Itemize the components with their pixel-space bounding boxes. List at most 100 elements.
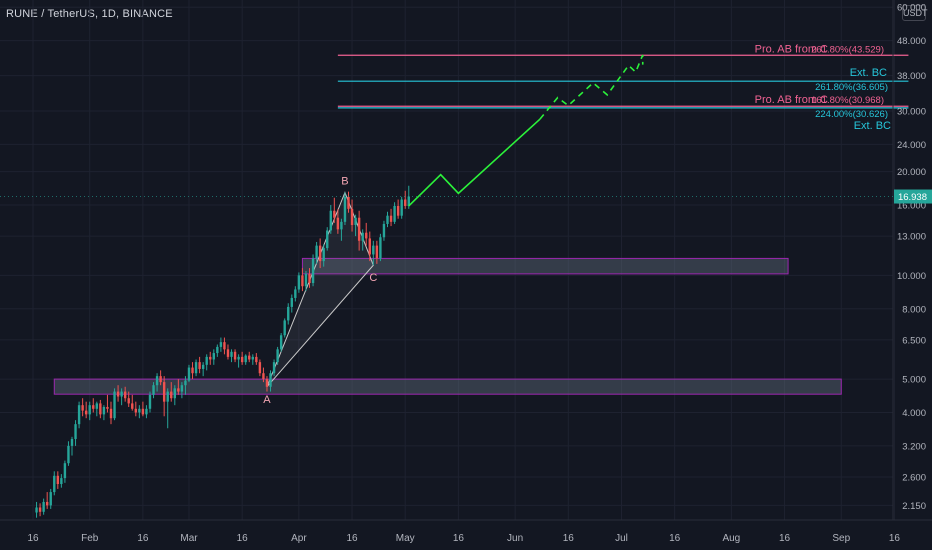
- candle-body: [92, 405, 95, 409]
- candle-body: [77, 405, 81, 425]
- price-tick-label: 60.000: [897, 3, 926, 14]
- time-tick-label: 16: [27, 533, 39, 544]
- candle-body: [340, 221, 343, 230]
- time-tick-label: Feb: [81, 533, 99, 544]
- last-price-badge: [894, 189, 932, 204]
- price-tick-label: 2.150: [902, 501, 926, 512]
- candle-body: [240, 356, 244, 363]
- candle-body: [233, 351, 237, 360]
- candle-body: [166, 391, 169, 402]
- time-tick-label: 16: [779, 533, 791, 544]
- candle-body: [379, 237, 382, 259]
- time-axis[interactable]: 16 Feb 16 Mar 16 Apr 16 May 16 Jun 16 Jul 16 Aug 16 Sep…: [0, 519, 932, 544]
- candle-body: [148, 394, 152, 409]
- candle-body: [361, 232, 364, 241]
- candle-body: [315, 245, 318, 259]
- candle-body: [134, 408, 138, 413]
- candle-body: [269, 373, 272, 387]
- time-tick-label: May: [396, 533, 415, 544]
- candle-body: [138, 408, 141, 413]
- candle-body: [177, 388, 180, 392]
- candle-body: [70, 439, 74, 446]
- candle-body: [56, 475, 60, 485]
- candle-body: [102, 406, 106, 415]
- candle-body: [258, 362, 262, 374]
- pattern-point-label: B: [341, 175, 348, 187]
- candle-body: [396, 205, 400, 216]
- projection-solid-line: [408, 118, 541, 207]
- candle-body: [237, 356, 240, 360]
- candle-body: [354, 217, 357, 226]
- projection-path: [408, 54, 644, 207]
- support-zones: [53, 257, 842, 395]
- candle-body: [343, 196, 347, 222]
- price-tick-label: 24.000: [897, 140, 926, 151]
- price-tick-label: 38.000: [897, 71, 926, 82]
- candle-body: [209, 356, 212, 360]
- candle-body: [283, 320, 286, 336]
- candle-body: [244, 355, 247, 363]
- candle-body: [35, 507, 38, 513]
- candle-body: [45, 501, 49, 506]
- candle-body: [205, 356, 208, 365]
- candle-body: [255, 356, 258, 363]
- fib-value-label: 224.00%(30.626): [815, 109, 888, 120]
- candle-body: [265, 379, 269, 387]
- candle-body: [350, 208, 354, 226]
- candle-body: [113, 391, 116, 419]
- candle-body: [290, 297, 293, 307]
- price-tick-label: 8.000: [902, 304, 926, 315]
- price-axis[interactable]: 60.000 48.000 38.000 30.000 24.000 20.000 16.0…: [0, 0, 932, 520]
- support-zone: [53, 378, 842, 395]
- candle-body: [322, 248, 325, 262]
- candle-body: [106, 406, 109, 409]
- fib-name-label: Pro. AB from C: [755, 43, 828, 55]
- currency-box[interactable]: USDT: [902, 5, 928, 21]
- candle-body: [109, 408, 113, 419]
- candle-body: [329, 210, 332, 231]
- candle-body: [251, 356, 254, 360]
- time-tick-label: 16: [237, 533, 249, 544]
- candle-body: [400, 199, 403, 216]
- candle-body: [116, 391, 120, 397]
- price-tick-label: 16.000: [897, 201, 926, 212]
- candle-body: [318, 245, 322, 262]
- candle-body: [81, 405, 84, 411]
- candle-body: [152, 385, 155, 395]
- price-tick-label: 30.000: [897, 106, 926, 117]
- candlesticks: [35, 185, 410, 518]
- candle-body: [194, 362, 198, 374]
- candle-body: [198, 362, 201, 369]
- price-tick-label: 6.500: [902, 335, 926, 346]
- candle-body: [63, 463, 67, 479]
- candle-body: [365, 232, 368, 239]
- candle-body: [389, 215, 393, 222]
- time-tick-label: Jul: [615, 533, 628, 544]
- price-tick-label: 2.600: [902, 472, 926, 483]
- candle-body: [308, 273, 311, 284]
- fib-name-label: Ext. BC: [850, 67, 887, 79]
- candle-body: [301, 275, 304, 287]
- candle-body: [382, 223, 386, 238]
- candle-body: [276, 349, 279, 363]
- fib-name-label: Pro. AB from C: [755, 94, 828, 106]
- price-tick-label: 13.000: [897, 232, 926, 243]
- candle-body: [201, 364, 205, 369]
- candle-body: [120, 391, 123, 397]
- candle-body: [127, 398, 130, 404]
- candle-body: [357, 217, 361, 241]
- fib-value-label: 261.80%(36.605): [815, 82, 888, 93]
- candle-body: [49, 492, 52, 506]
- candle-body: [88, 405, 91, 415]
- time-tick-label: 16: [453, 533, 465, 544]
- candle-body: [159, 376, 162, 383]
- candle-body: [42, 501, 45, 512]
- price-tick-label: 48.000: [897, 36, 926, 47]
- abc-pattern: A B C: [263, 175, 377, 405]
- pattern-triangle: [266, 191, 374, 388]
- candle-body: [170, 391, 173, 399]
- price-tick-label: 10.000: [897, 271, 926, 282]
- candle-body: [95, 403, 99, 409]
